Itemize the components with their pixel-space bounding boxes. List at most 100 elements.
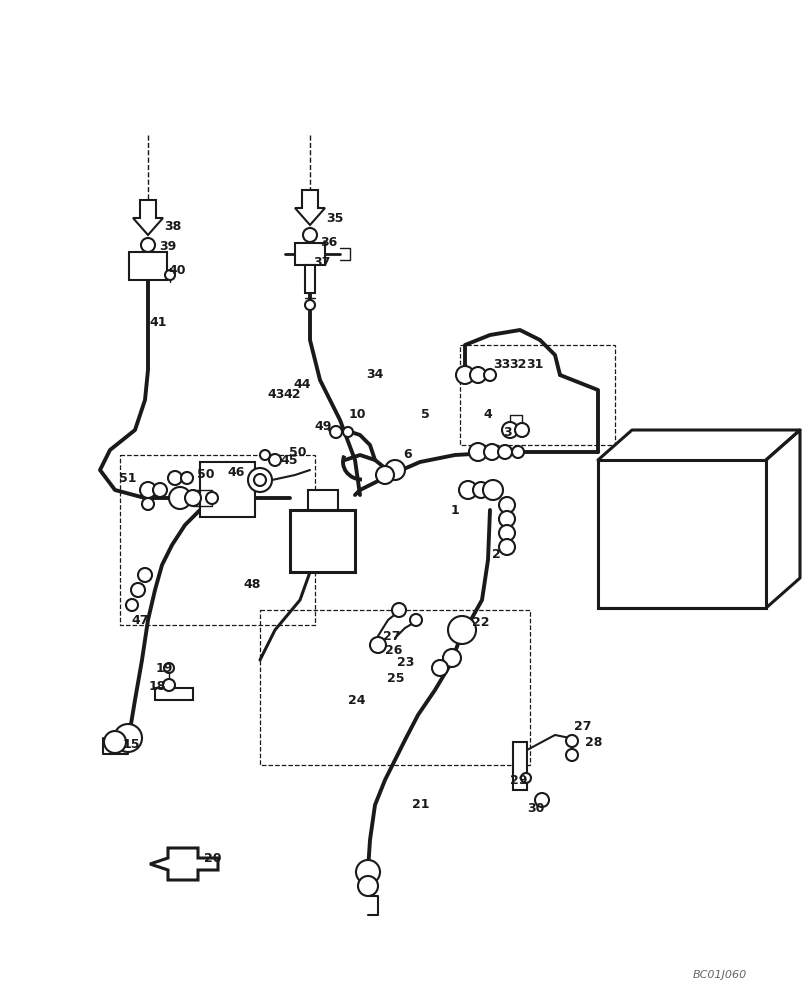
Bar bbox=[129, 252, 167, 280]
Text: 43: 43 bbox=[267, 388, 285, 401]
Text: 35: 35 bbox=[326, 212, 343, 225]
Circle shape bbox=[499, 525, 514, 541]
Circle shape bbox=[254, 474, 266, 486]
Circle shape bbox=[165, 270, 175, 280]
Circle shape bbox=[469, 443, 487, 461]
Polygon shape bbox=[133, 200, 163, 235]
Text: 36: 36 bbox=[320, 235, 337, 248]
Text: 42: 42 bbox=[283, 388, 300, 401]
Circle shape bbox=[392, 603, 406, 617]
Text: 31: 31 bbox=[526, 359, 543, 371]
Text: 4: 4 bbox=[483, 408, 491, 422]
Bar bbox=[513, 742, 526, 790]
Text: 18: 18 bbox=[148, 680, 165, 694]
Circle shape bbox=[247, 468, 272, 492]
Polygon shape bbox=[150, 848, 217, 880]
Text: 44: 44 bbox=[293, 377, 311, 390]
Text: 5: 5 bbox=[420, 408, 429, 422]
Text: 20: 20 bbox=[204, 852, 221, 864]
Bar bbox=[294, 243, 324, 265]
Text: 15: 15 bbox=[122, 738, 139, 752]
Text: 48: 48 bbox=[243, 578, 260, 591]
Circle shape bbox=[131, 583, 145, 597]
Text: 34: 34 bbox=[366, 368, 384, 381]
Circle shape bbox=[499, 539, 514, 555]
Circle shape bbox=[114, 724, 142, 752]
Circle shape bbox=[458, 481, 476, 499]
Circle shape bbox=[260, 450, 270, 460]
Circle shape bbox=[142, 498, 154, 510]
Circle shape bbox=[370, 637, 385, 653]
Circle shape bbox=[139, 482, 156, 498]
Bar bbox=[120, 455, 315, 625]
Text: 51: 51 bbox=[119, 472, 136, 485]
Text: 27: 27 bbox=[573, 720, 591, 732]
Circle shape bbox=[448, 616, 475, 644]
Circle shape bbox=[141, 238, 155, 252]
Text: 30: 30 bbox=[526, 802, 544, 814]
Text: 32: 32 bbox=[508, 359, 526, 371]
Circle shape bbox=[329, 426, 341, 438]
Text: 10: 10 bbox=[348, 408, 365, 422]
Text: 26: 26 bbox=[385, 644, 402, 656]
Circle shape bbox=[483, 444, 500, 460]
Text: 29: 29 bbox=[509, 774, 527, 788]
Circle shape bbox=[512, 446, 523, 458]
Circle shape bbox=[268, 454, 281, 466]
Circle shape bbox=[501, 422, 517, 438]
Bar bbox=[260, 610, 530, 765]
Text: 28: 28 bbox=[585, 736, 602, 748]
Circle shape bbox=[565, 749, 577, 761]
Circle shape bbox=[181, 472, 193, 484]
Circle shape bbox=[185, 490, 201, 506]
Circle shape bbox=[163, 679, 175, 691]
Circle shape bbox=[443, 649, 461, 667]
Circle shape bbox=[499, 497, 514, 513]
Text: 33: 33 bbox=[493, 359, 510, 371]
Text: BC01J060: BC01J060 bbox=[692, 970, 746, 980]
Bar bbox=[200, 462, 255, 517]
Circle shape bbox=[534, 793, 548, 807]
Circle shape bbox=[497, 445, 512, 459]
Text: 39: 39 bbox=[159, 240, 177, 253]
Text: 25: 25 bbox=[387, 672, 404, 684]
Text: 45: 45 bbox=[280, 454, 298, 468]
Text: 27: 27 bbox=[383, 631, 401, 644]
Circle shape bbox=[355, 860, 380, 884]
Circle shape bbox=[138, 568, 152, 582]
Circle shape bbox=[375, 466, 393, 484]
Text: 40: 40 bbox=[168, 263, 186, 276]
Circle shape bbox=[470, 367, 486, 383]
Bar bbox=[155, 688, 193, 700]
Text: 38: 38 bbox=[164, 221, 182, 233]
Bar bbox=[307, 490, 337, 510]
Circle shape bbox=[483, 480, 502, 500]
Bar bbox=[305, 265, 315, 293]
Circle shape bbox=[473, 482, 488, 498]
Polygon shape bbox=[294, 190, 324, 225]
Text: 1: 1 bbox=[450, 504, 459, 516]
Circle shape bbox=[206, 492, 217, 504]
Circle shape bbox=[126, 599, 138, 611]
Circle shape bbox=[521, 773, 530, 783]
Circle shape bbox=[164, 663, 174, 673]
Bar bbox=[460, 345, 614, 445]
Text: 41: 41 bbox=[149, 316, 166, 328]
Text: 21: 21 bbox=[412, 798, 429, 812]
Circle shape bbox=[169, 487, 191, 509]
Text: 50: 50 bbox=[197, 468, 214, 482]
Circle shape bbox=[104, 731, 126, 753]
Bar bbox=[597, 460, 765, 608]
Circle shape bbox=[410, 614, 422, 626]
Bar bbox=[290, 510, 354, 572]
Text: 19: 19 bbox=[155, 662, 173, 674]
Text: 23: 23 bbox=[397, 656, 414, 670]
Text: 2: 2 bbox=[491, 548, 500, 562]
Text: 6: 6 bbox=[403, 448, 412, 462]
Circle shape bbox=[303, 228, 316, 242]
Text: 50: 50 bbox=[289, 446, 307, 460]
Circle shape bbox=[431, 660, 448, 676]
Text: 24: 24 bbox=[348, 694, 365, 706]
Circle shape bbox=[514, 423, 528, 437]
Circle shape bbox=[358, 876, 378, 896]
